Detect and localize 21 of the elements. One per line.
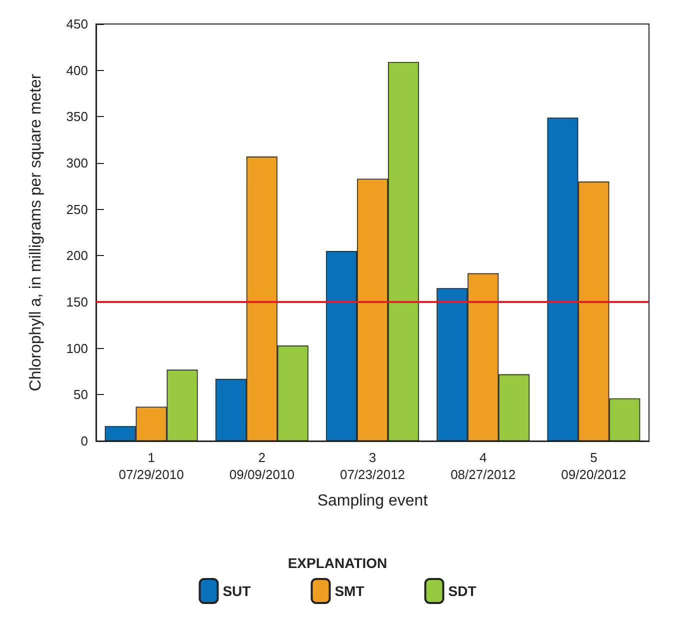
y-tick-label: 250 [66,202,88,217]
y-tick-label: 150 [66,294,88,310]
x-tick-label: 5 09/20/2012 [561,450,626,482]
x-axis-title: Sampling event [317,492,428,510]
x-tick-label: 1 07/29/2010 [118,450,184,482]
y-tick-label: 400 [66,62,88,78]
legend-label: SMT [334,583,365,599]
y-tick-label: 50 [74,387,88,402]
legend-title: EXPLANATION [288,555,388,571]
x-tick-label: 2 09/09/2010 [229,450,294,482]
y-tick-label: 200 [66,248,88,264]
x-tick-label: 4 08/27/2012 [450,450,516,482]
x-tick-label: 3 07/23/2012 [340,450,406,482]
y-tick-label: 0 [80,434,88,448]
legend-label: SDT [448,583,477,599]
legend-label: SUT [222,583,252,599]
y-tick-label: 450 [66,16,88,32]
y-axis-title: Chlorophyll a, in milligrams per square meter [28,73,44,392]
y-tick-label: 300 [66,156,88,170]
y-tick-label: 100 [66,340,88,356]
y-tick-label: 350 [66,109,88,124]
